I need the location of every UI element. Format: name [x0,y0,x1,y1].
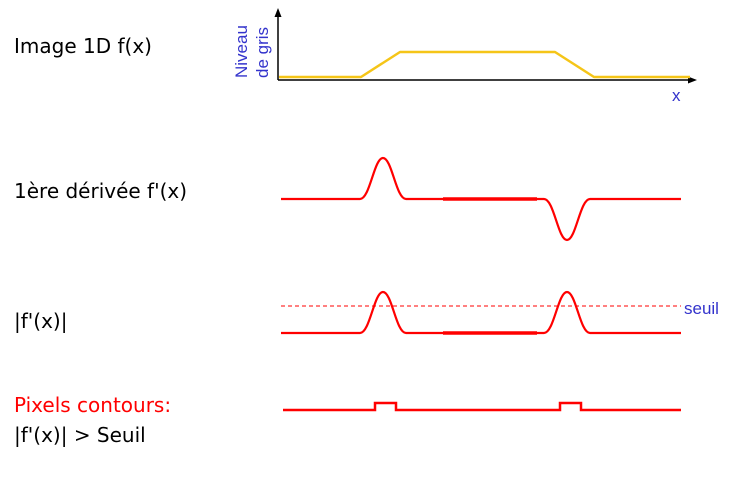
pixels-contours-condition: |f'(x)| > Seuil [14,423,146,447]
x-axis-label: x [672,86,681,105]
pixels-contours-title: Pixels contours: [14,393,172,417]
image-1d-label: Image 1D f(x) [14,34,152,58]
y-axis-arrow [274,8,282,17]
x-axis-arrow [688,76,697,84]
y-axis-label-line2: de gris [253,27,272,78]
abs-derivative-label: |f'(x)| [14,309,68,333]
edge-pixels-curve [283,401,681,412]
abs-derivative-curve [281,290,681,335]
derivative-label: 1ère dérivée f'(x) [14,179,188,203]
threshold-label: seuil [684,299,719,318]
signal-curve [279,50,690,79]
y-axis-label-line1: Niveau [232,25,251,78]
